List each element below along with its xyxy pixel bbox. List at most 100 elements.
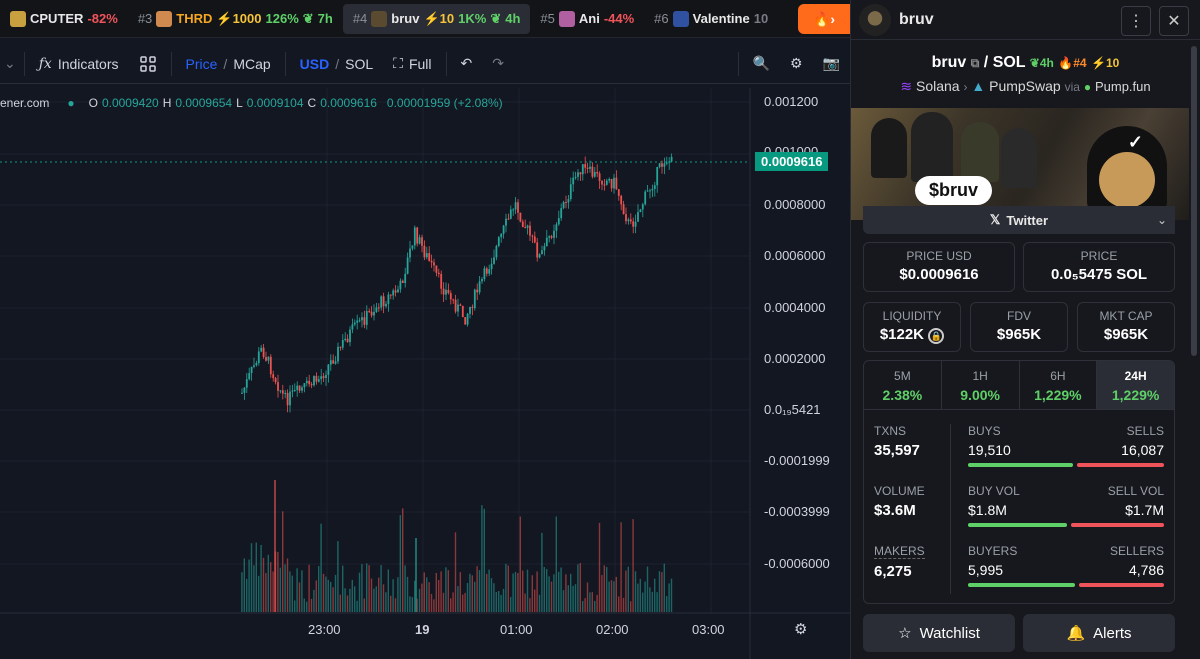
volume-bar: [378, 577, 380, 612]
usd-option[interactable]: USD: [299, 55, 330, 72]
trending-tab-cputer[interactable]: CPUTER -82%: [0, 4, 128, 34]
stats-row-txns: TXNS 35,597 BUYS SELLS 19,510 16,087: [864, 418, 1176, 478]
stats-row-makers: MAKERS 6,275 BUYERS SELLERS 5,995 4,786: [864, 538, 1176, 598]
candle-body: [665, 162, 668, 164]
candle-body: [272, 374, 275, 379]
tab-24h[interactable]: 24H 1,229%: [1097, 361, 1174, 409]
tab-age: 7h: [317, 11, 333, 26]
sol-option[interactable]: SOL: [345, 55, 374, 72]
trending-tab-bruv[interactable]: #4 bruv ⚡10 1K% ❦ 4h: [342, 3, 531, 34]
candle-body: [469, 306, 471, 314]
redo-button[interactable]: ↷: [482, 49, 514, 79]
candle-body: [310, 384, 313, 386]
candle-body: [589, 166, 591, 169]
tab-change: 1K%: [458, 11, 487, 26]
sell-bar: [1070, 523, 1164, 527]
candle-body: [541, 250, 543, 255]
copy-icon[interactable]: ⧉: [970, 56, 980, 70]
volume-bar: [543, 567, 545, 612]
candle-body: [363, 317, 366, 325]
candle-body: [629, 219, 632, 222]
candle-body: [262, 347, 265, 357]
volume-bar: [327, 579, 329, 612]
tab-5m[interactable]: 5M 2.38%: [864, 361, 942, 409]
candle-body: [303, 383, 306, 388]
launchpad-link[interactable]: Pump.fun: [1094, 79, 1151, 94]
watchlist-button[interactable]: ☆ Watchlist: [863, 614, 1015, 652]
indicators-button[interactable]: ƒx Indicators: [29, 49, 129, 79]
screenshot-button[interactable]: 📷: [813, 49, 850, 79]
trade-stats: TXNS 35,597 BUYS SELLS 19,510 16,087 VOLUME…: [863, 410, 1175, 604]
close-icon: ✕: [1167, 13, 1181, 30]
volume-bar: [421, 583, 423, 612]
ohlc-legend: ener.com ● O 0.0009420 H 0.0009654 L 0.0009…: [0, 96, 503, 110]
volume-bar: [668, 583, 670, 612]
price-option[interactable]: Price: [185, 55, 218, 72]
price-usd-value: $0.0009616: [899, 266, 979, 283]
figure-shape: [911, 112, 953, 182]
chevron-down-icon[interactable]: ⌄: [4, 55, 16, 71]
seedling-icon: ❦: [302, 10, 314, 26]
star-icon: ☆: [898, 625, 912, 642]
time-settings-gear-icon[interactable]: ⚙: [794, 621, 808, 638]
candle-body: [445, 289, 447, 295]
fdv-value: $965K: [996, 326, 1042, 343]
price-chart[interactable]: ener.com ● O 0.0009420 H 0.0009654 L 0.0009…: [0, 88, 850, 659]
candle-body: [632, 221, 635, 227]
y-tick: 0.0006000: [764, 248, 826, 263]
more-button[interactable]: ⋮: [1121, 6, 1151, 36]
volume-bar: [248, 559, 250, 612]
volume-bar: [603, 565, 605, 612]
figure-shape: [871, 118, 907, 178]
token-avatar-icon: [558, 10, 575, 27]
volume-bar: [466, 583, 469, 612]
volume-bar: [670, 578, 673, 612]
layout-grid-button[interactable]: [129, 49, 167, 79]
token-avatar-icon: [672, 10, 689, 27]
volume-bar: [622, 597, 625, 612]
candle-body: [394, 290, 397, 293]
chart-canvas[interactable]: [0, 88, 850, 659]
volume-bar: [519, 516, 521, 612]
volume-bar: [469, 573, 471, 612]
magnifier-spark-icon: 🔍: [752, 55, 770, 71]
volume-bar: [418, 588, 421, 612]
settings-button[interactable]: ⚙: [780, 49, 813, 79]
close-button[interactable]: ✕: [1159, 6, 1189, 36]
candle-body: [404, 273, 407, 283]
volume-bar: [409, 596, 411, 612]
volume-bar: [298, 582, 301, 612]
trending-tab-ani[interactable]: #5 Ani -44%: [530, 4, 644, 34]
currency-toggle[interactable]: USD / SOL: [299, 55, 374, 72]
dex-link[interactable]: PumpSwap: [989, 78, 1061, 94]
fullscreen-button[interactable]: ⛶ Full: [383, 49, 441, 79]
alerts-button[interactable]: 🔔 Alerts: [1023, 614, 1175, 652]
trending-tab-valentine[interactable]: #6 Valentine 10: [644, 4, 778, 34]
volume-bar: [639, 578, 641, 612]
socials-dropdown[interactable]: ⌄: [1149, 206, 1175, 234]
price-mcap-toggle[interactable]: Price / MCap: [185, 55, 271, 72]
tab-1h[interactable]: 1H 9.00%: [942, 361, 1020, 409]
lock-icon[interactable]: 🔒: [928, 328, 945, 344]
candle-body: [543, 246, 546, 251]
volume-bar: [630, 601, 632, 612]
volume-bar: [325, 576, 327, 612]
candle-body: [430, 260, 433, 263]
mcap-option[interactable]: MCap: [233, 55, 271, 72]
candle-body: [341, 340, 344, 348]
candle-body: [531, 235, 534, 237]
undo-button[interactable]: ↶: [451, 49, 483, 79]
candle-body: [545, 237, 548, 247]
trending-next-button[interactable]: 🔥 ›: [798, 4, 850, 34]
candle-body: [317, 379, 320, 382]
twitter-button[interactable]: 𝕏 Twitter: [863, 206, 1175, 234]
volume-bar: [284, 564, 286, 612]
volume-bar: [474, 581, 476, 612]
tab-6h[interactable]: 6H 1,229%: [1020, 361, 1098, 409]
trending-tab-thrd[interactable]: #3 THRD ⚡1000 126% ❦ 7h: [128, 4, 343, 34]
chain-link[interactable]: Solana: [915, 78, 960, 94]
pair-quote: SOL: [992, 54, 1026, 71]
quick-search-button[interactable]: 🔍: [743, 49, 780, 79]
panel-scrollbar[interactable]: [1191, 46, 1197, 356]
divider: [950, 424, 951, 594]
